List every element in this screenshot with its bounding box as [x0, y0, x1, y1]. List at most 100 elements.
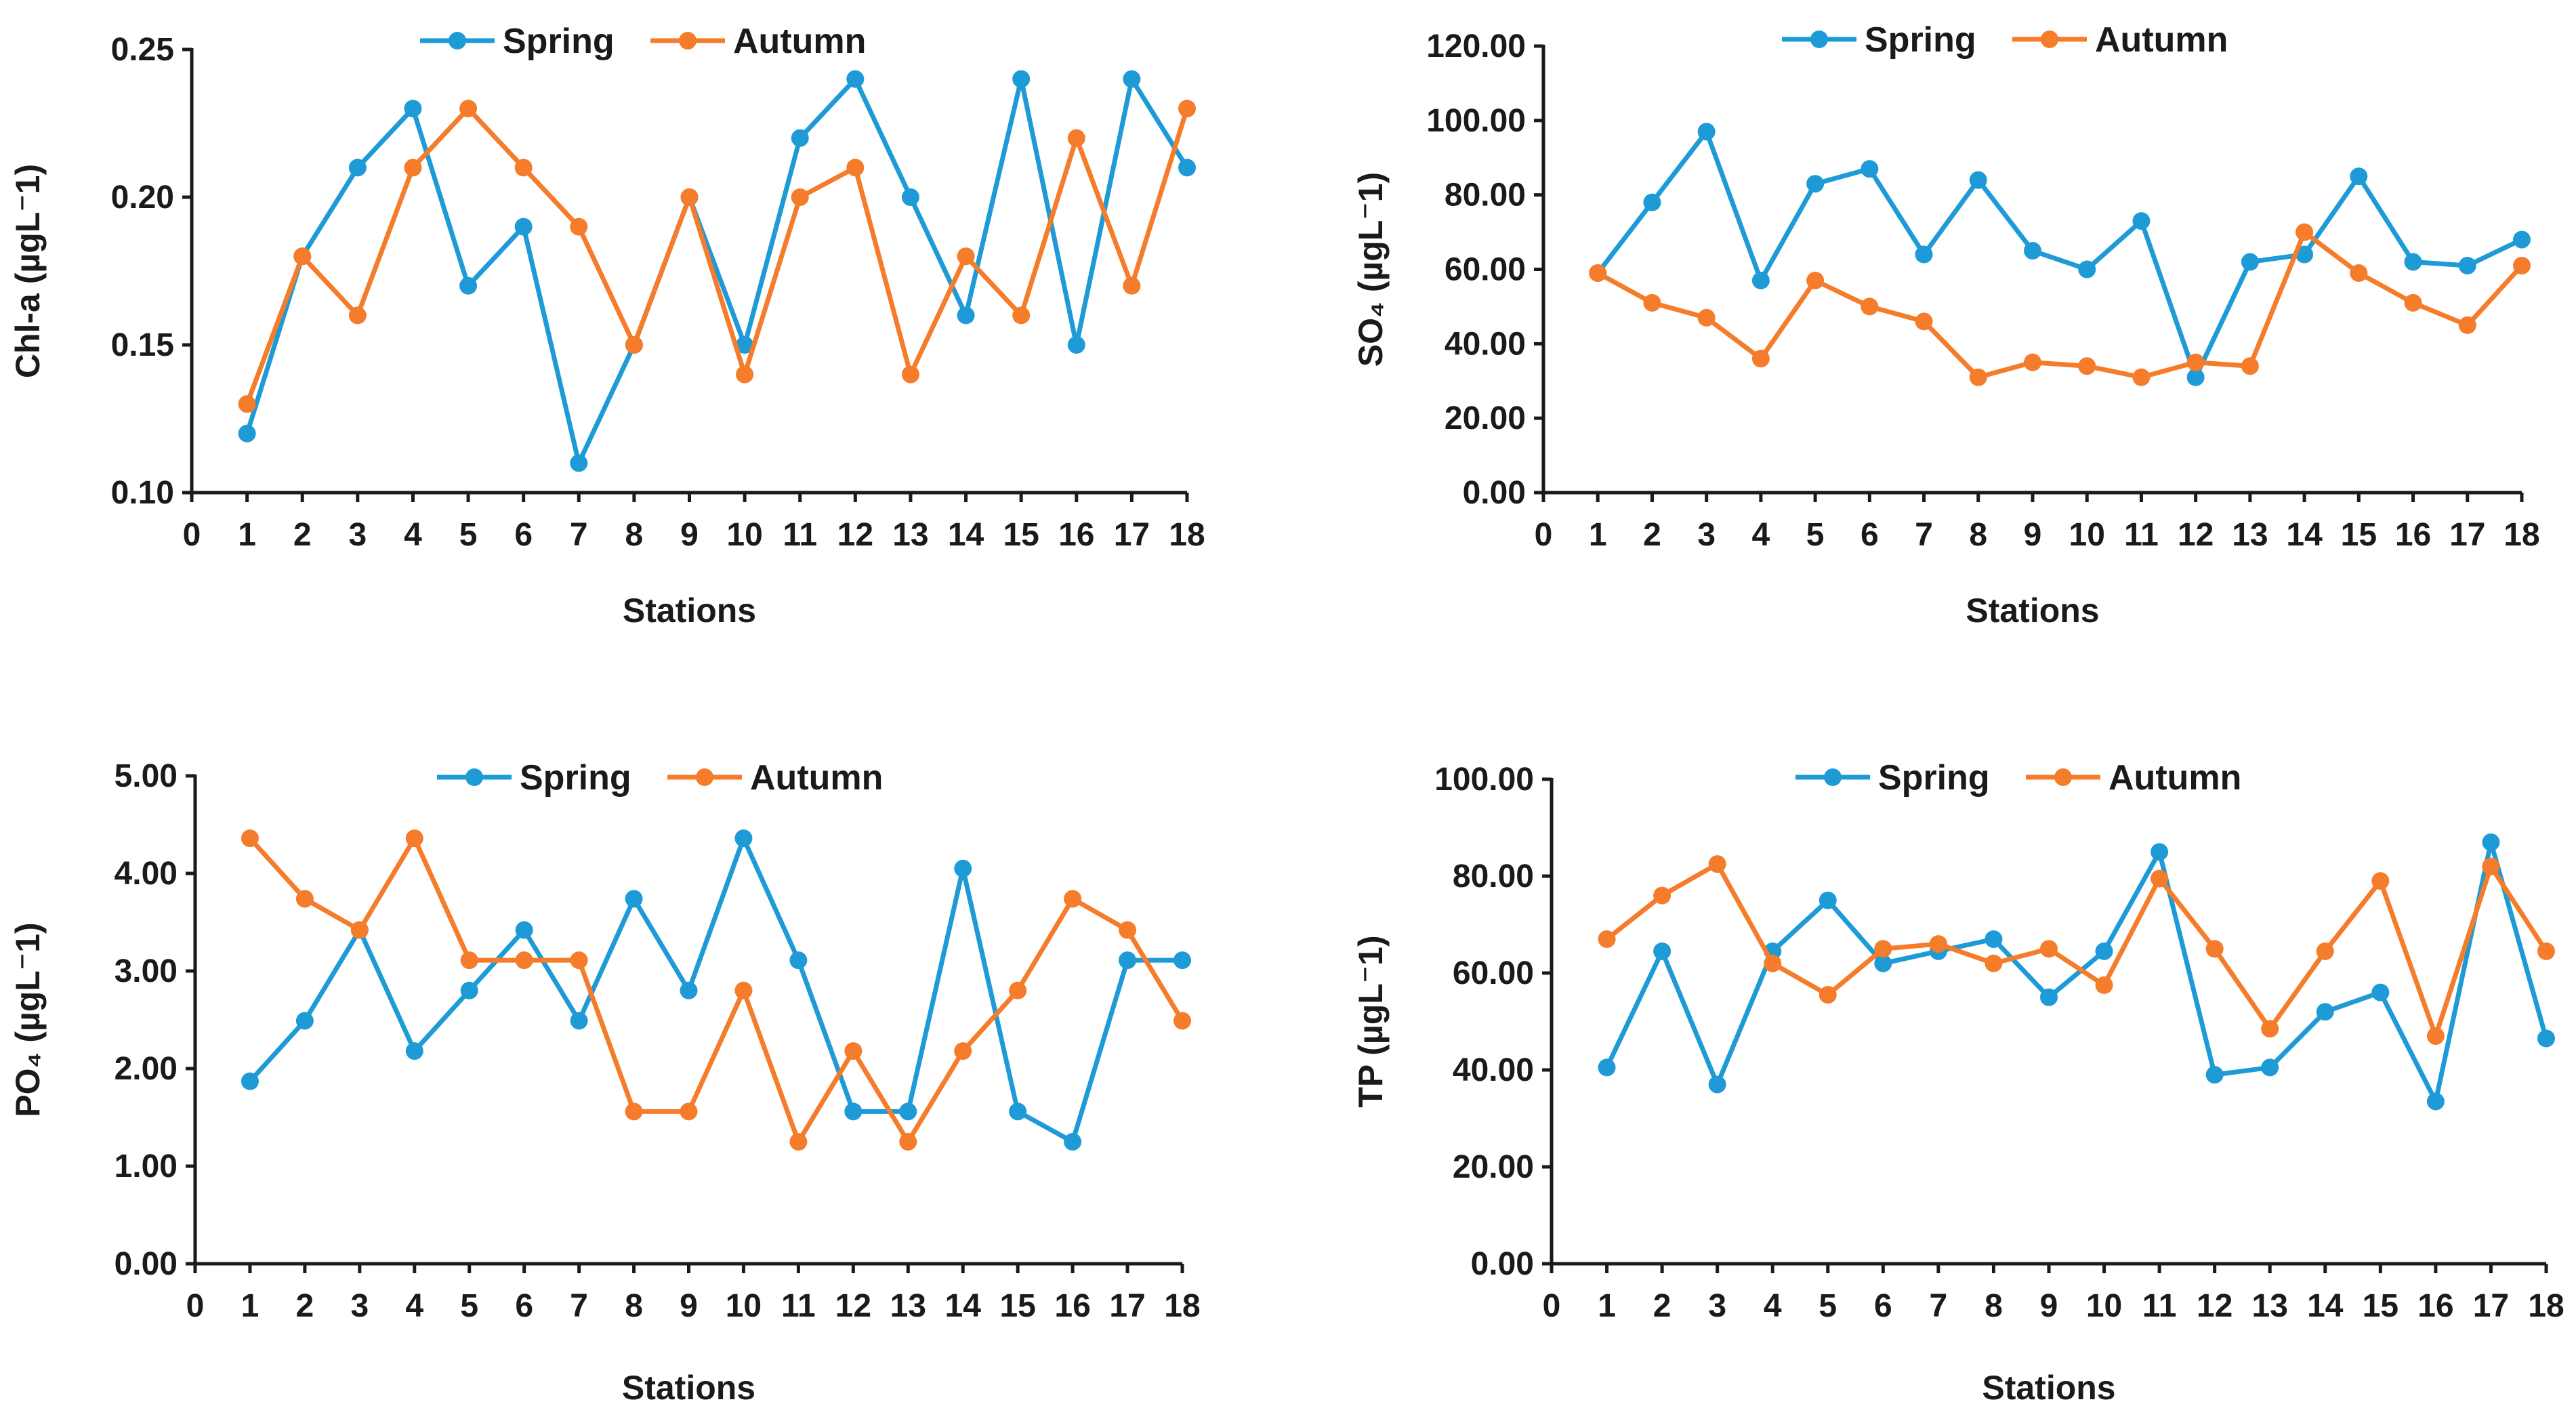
data-point-spring — [789, 951, 808, 970]
series-line-spring — [1596, 129, 2523, 380]
data-point-autumn — [241, 829, 259, 848]
data-point-autumn — [1012, 306, 1031, 325]
data-point-spring — [846, 70, 865, 88]
y-axis-title: TP (µgL⁻1) — [1352, 935, 1390, 1107]
data-point-autumn — [899, 1133, 917, 1151]
data-point-spring — [2350, 167, 2368, 186]
data-point-spring — [2295, 245, 2314, 264]
data-point-spring — [1985, 930, 2003, 948]
data-point-autumn — [625, 336, 643, 354]
x-tick-label: 9 — [2024, 517, 2042, 553]
legend-swatch-marker — [465, 768, 483, 786]
x-tick-label: 4 — [405, 1288, 423, 1324]
x-tick-label: 12 — [2197, 1288, 2232, 1324]
x-tick-label: 1 — [241, 1288, 259, 1324]
y-tick-label: 0.00 — [1463, 475, 1526, 511]
data-point-autumn — [1985, 954, 2003, 972]
data-point-autumn — [2024, 353, 2041, 371]
y-tick-label: 60.00 — [1445, 252, 1526, 288]
legend-label-spring: Spring — [1878, 758, 1990, 798]
data-point-autumn — [459, 100, 478, 118]
x-tick-label: 2 — [296, 1288, 314, 1324]
x-tick-label: 3 — [1708, 1288, 1726, 1324]
data-point-autumn — [405, 829, 423, 848]
y-tick-label: 1.00 — [115, 1149, 178, 1184]
data-point-autumn — [1178, 100, 1196, 118]
y-tick-label: 40.00 — [1445, 326, 1526, 362]
data-point-spring — [1697, 123, 1716, 141]
x-tick-label: 14 — [2286, 517, 2323, 553]
legend-swatch-marker — [696, 768, 713, 786]
data-point-spring — [238, 424, 256, 442]
data-point-autumn — [734, 981, 753, 999]
data-point-spring — [1009, 1102, 1027, 1121]
data-point-spring — [2241, 253, 2259, 271]
data-point-autumn — [2371, 872, 2390, 890]
data-point-spring — [2205, 1066, 2224, 1084]
x-tick-label: 6 — [1874, 1288, 1892, 1324]
data-point-spring — [1598, 1058, 1616, 1077]
legend-swatch-marker — [1824, 768, 1842, 786]
data-point-spring — [515, 921, 533, 939]
data-point-autumn — [2261, 1020, 2279, 1038]
x-tick-label: 10 — [2069, 517, 2105, 553]
x-tick-label: 18 — [1164, 1288, 1200, 1324]
y-tick-label: 0.20 — [111, 180, 174, 215]
x-tick-label: 17 — [2449, 517, 2485, 553]
legend-label-spring: Spring — [1865, 20, 1976, 60]
data-point-autumn — [1123, 276, 1141, 295]
data-point-autumn — [348, 306, 367, 325]
x-tick-label: 4 — [1764, 1288, 1782, 1324]
chart-panel-chl-a: 0.100.150.200.250 1 2 3 4 5 6 7 8 9 10 11 12 13 14 15 16… — [9, 22, 1205, 629]
x-tick-label: 13 — [890, 1288, 926, 1324]
data-point-spring — [460, 981, 478, 999]
data-point-autumn — [2205, 940, 2224, 958]
x-tick-label: 13 — [892, 517, 928, 553]
data-point-autumn — [954, 1042, 972, 1060]
data-point-spring — [2132, 212, 2151, 230]
data-point-spring — [2513, 230, 2531, 249]
data-point-autumn — [2316, 942, 2334, 960]
y-tick-label: 40.00 — [1453, 1052, 1534, 1088]
y-tick-label: 0.10 — [111, 475, 174, 511]
data-point-spring — [1012, 70, 1031, 88]
x-tick-label: 7 — [1915, 517, 1933, 553]
data-point-autumn — [2151, 869, 2169, 888]
legend-swatch-marker — [449, 32, 466, 49]
data-point-spring — [2040, 988, 2058, 1006]
data-point-spring — [1173, 951, 1191, 970]
data-point-autumn — [2095, 976, 2113, 994]
data-point-spring — [2404, 253, 2422, 271]
x-tick-label: 7 — [570, 1288, 588, 1324]
data-point-autumn — [1819, 986, 1837, 1004]
data-point-autumn — [1861, 297, 1879, 316]
x-tick-label: 17 — [2473, 1288, 2509, 1324]
data-point-autumn — [2458, 316, 2476, 334]
x-tick-label: 14 — [2307, 1288, 2344, 1324]
data-point-autumn — [1643, 293, 1661, 312]
data-point-spring — [1178, 159, 1196, 177]
y-tick-label: 100.00 — [1434, 762, 1534, 798]
x-tick-label: 5 — [1806, 517, 1825, 553]
x-tick-label: 18 — [2504, 517, 2539, 553]
data-point-autumn — [844, 1042, 863, 1060]
data-point-spring — [2261, 1058, 2279, 1077]
legend-label-spring: Spring — [503, 22, 615, 61]
x-tick-label: 16 — [1054, 1288, 1090, 1324]
x-tick-label: 17 — [1109, 1288, 1145, 1324]
data-point-autumn — [2078, 357, 2096, 375]
y-tick-label: 60.00 — [1453, 955, 1534, 991]
data-point-spring — [2186, 368, 2205, 386]
data-point-spring — [1751, 271, 1770, 289]
series-line-autumn — [245, 106, 1190, 405]
y-tick-label: 0.00 — [115, 1246, 178, 1282]
legend-swatch-marker — [2054, 768, 2072, 786]
data-point-spring — [570, 1012, 588, 1030]
data-point-autumn — [1173, 1012, 1191, 1030]
data-point-spring — [459, 276, 478, 295]
x-tick-label: 18 — [2528, 1288, 2564, 1324]
x-tick-label: 5 — [1819, 1288, 1837, 1324]
data-point-spring — [844, 1102, 863, 1121]
series-line-autumn — [1605, 861, 2548, 1039]
